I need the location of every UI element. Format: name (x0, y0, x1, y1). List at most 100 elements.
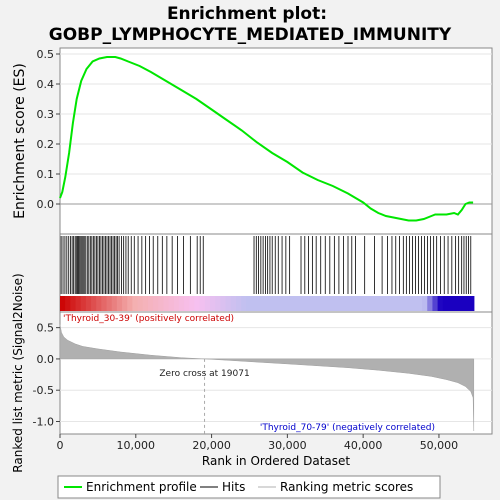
heat-bar-segment (308, 296, 315, 311)
heat-bar-segment (70, 296, 77, 311)
heat-bar-segment (339, 296, 346, 311)
es-y-tick-label: 0.0 (37, 198, 55, 211)
heat-bar-segment (323, 296, 330, 311)
heat-bar-segment (411, 296, 418, 311)
x-tick-label: 20,000 (192, 439, 231, 452)
legend-enrichment-label: Enrichment profile (86, 480, 197, 494)
heat-bar-segment (416, 296, 423, 311)
heat-bar-segment (230, 296, 237, 311)
heat-bar-segment (396, 296, 402, 311)
zero-cross-label: Zero cross at 19071 (159, 369, 249, 379)
heat-bar-segment (360, 296, 366, 311)
x-axis-label: Rank in Ordered Dataset (202, 454, 350, 468)
heat-bar-segment (266, 296, 273, 311)
heat-bar-segment (313, 296, 320, 311)
heat-bar-segment (158, 296, 165, 311)
heat-bar-segment (437, 296, 444, 311)
metric-y-tick-label: 0.5 (37, 322, 55, 335)
heat-bar-segment (91, 296, 97, 311)
es-y-tick-label: 0.1 (37, 168, 55, 181)
heat-bar-segment (96, 296, 102, 311)
metric-y-axis: 0.5 0.0 -0.5 -1.0 (33, 322, 60, 428)
heat-bar-segment (458, 296, 465, 311)
heat-bar-segment (204, 296, 211, 311)
heat-bar-segment (334, 296, 340, 311)
heat-bar-segment (173, 296, 180, 311)
negative-correlation-label: 'Thyroid_70-79' (negatively correlated) (260, 423, 435, 433)
heat-bar-segment (303, 296, 309, 311)
heat-bar-segment (354, 296, 361, 311)
heat-bar-segment (178, 296, 185, 311)
heat-bar-segment (463, 296, 470, 311)
heat-bar-segment (246, 296, 252, 311)
es-y-tick-label: 0.2 (37, 138, 55, 151)
x-tick-label: 10,000 (117, 439, 156, 452)
es-y-tick-label: 0.5 (37, 48, 55, 61)
legend-hits-label: Hits (222, 480, 245, 494)
ranking-metric-area (59, 324, 475, 431)
heat-bar-segment (116, 296, 123, 311)
heat-bar-segment (65, 296, 71, 311)
heat-bar-segment (147, 296, 154, 311)
heat-bar-segment (106, 296, 113, 311)
heat-bar-segment (127, 296, 134, 311)
positive-correlation-label: 'Thyroid_30-39' (positively correlated) (63, 314, 234, 324)
heat-bar-segment (328, 296, 335, 311)
hit-markers (60, 236, 472, 294)
es-y-tick-label: 0.3 (37, 108, 55, 121)
plot-title-line-1: Enrichment plot: (167, 4, 327, 24)
heat-bar-segment (447, 296, 454, 311)
es-panel-frame (59, 47, 493, 235)
heat-bar-segment (292, 296, 299, 311)
es-y-tick-label: 0.4 (37, 78, 55, 91)
heat-bar-segment (272, 296, 278, 311)
heat-bar-segment (380, 296, 387, 311)
heat-bar-segment (111, 296, 118, 311)
x-tick-label: 40,000 (344, 439, 383, 452)
x-tick-label: 30,000 (268, 439, 307, 452)
heat-bar-segment (375, 296, 382, 311)
heat-bar-segment (385, 296, 392, 311)
heat-bar-segment (80, 296, 87, 311)
legend-box (57, 475, 441, 499)
heat-bar-segment (256, 296, 263, 311)
heat-bar-segment (468, 296, 475, 311)
heat-bar-segment (85, 296, 92, 311)
heat-bar-segment (194, 296, 201, 311)
heat-bar-segment (225, 296, 232, 311)
heat-bar-segment (297, 296, 304, 311)
heat-bar-segment (132, 296, 139, 311)
plot-title-line-2: GOBP_LYMPHOCYTE_MEDIATED_IMMUNITY (49, 25, 452, 45)
heat-bar-segment (365, 296, 371, 311)
heat-bar-segment (287, 296, 294, 311)
heat-bar-segment (142, 296, 149, 311)
heat-bar-segment (391, 296, 397, 311)
heat-bar-segment (349, 296, 356, 311)
metric-y-axis-label: Ranked list metric (Signal2Noise) (11, 273, 25, 472)
heat-bar-segment (215, 296, 221, 311)
ranked-list-heat-bar (60, 296, 475, 311)
heat-bar-segment (277, 296, 284, 311)
metric-y-tick-label: -0.5 (33, 384, 54, 397)
heat-bar-segment (210, 296, 216, 311)
heat-bar-segment (199, 296, 206, 311)
metric-y-tick-label: -1.0 (33, 415, 54, 428)
heat-bar-segment (318, 296, 325, 311)
legend-ranking-label: Ranking metric scores (280, 480, 413, 494)
heat-bar-segment (422, 296, 428, 311)
heat-bar-segment (344, 296, 351, 311)
heat-bar-segment (168, 296, 175, 311)
es-y-axis-label: Enrichment score (ES) (12, 63, 28, 219)
heat-bar-segment (153, 296, 159, 311)
heat-bar-segment (241, 296, 247, 311)
heat-bar-segment (122, 296, 128, 311)
heat-bar-segment (442, 296, 449, 311)
heat-bar-segment (137, 296, 144, 311)
heat-bar-segment (235, 296, 242, 311)
heat-bar-segment (370, 296, 377, 311)
heat-bar-segment (406, 296, 413, 311)
heat-bar-segment (427, 296, 434, 311)
heat-bar-segment (261, 296, 268, 311)
enrichment-profile-line (59, 56, 474, 222)
